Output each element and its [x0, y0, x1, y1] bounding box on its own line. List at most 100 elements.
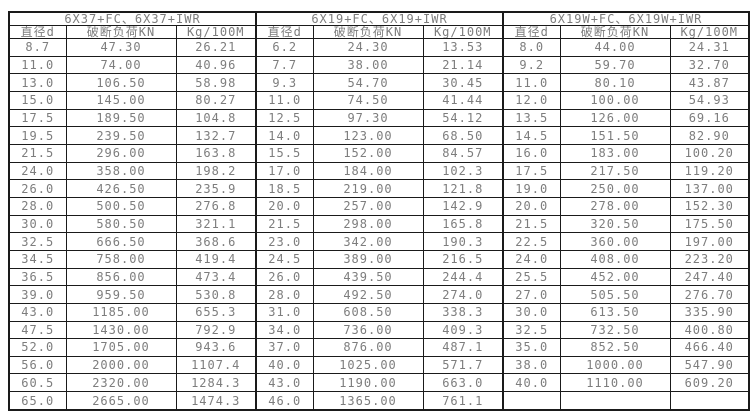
cell-diameter: 38.0: [502, 355, 561, 375]
cell-breaking-load: 1185.00: [65, 302, 177, 322]
column-header: Kg/100M: [422, 25, 504, 39]
cell-breaking-load: 500.50: [65, 196, 177, 216]
cell-weight: 276.70: [669, 285, 750, 304]
cell-breaking-load: [559, 391, 671, 411]
cell-diameter: 13.5: [502, 108, 561, 128]
cell-weight: 21.14: [422, 55, 504, 75]
table-row: 8.7 47.30 26.21 6.2 24.30 13.53 8.0 44.00 24.31: [8, 38, 750, 57]
cell-breaking-load: 2320.00: [65, 373, 177, 393]
cell-breaking-load: 59.70: [559, 55, 671, 75]
cell-breaking-load: 151.50: [559, 126, 671, 145]
cell-weight: 69.16: [669, 108, 750, 128]
cell-diameter: 12.0: [502, 90, 561, 110]
cell-weight: 1284.3: [175, 373, 257, 393]
table-row: 43.0 1185.00 655.3 31.0 608.50 338.3 30.0 613.5…: [8, 302, 750, 322]
cell-diameter: 27.0: [502, 285, 561, 304]
table-row: 52.0 1705.00 943.6 37.0 876.00 487.1 35.0 852.5…: [8, 338, 750, 357]
cell-weight: 761.1: [422, 391, 504, 411]
cell-diameter: 46.0: [255, 391, 314, 411]
cell-breaking-load: 666.50: [65, 232, 177, 251]
cell-breaking-load: 239.50: [65, 126, 177, 145]
cell-diameter: 9.2: [502, 55, 561, 75]
cell-weight: 121.8: [422, 179, 504, 198]
cell-diameter: 11.0: [8, 55, 67, 75]
cell-diameter: 23.0: [255, 232, 314, 251]
cell-breaking-load: 320.50: [559, 214, 671, 234]
cell-diameter: 65.0: [8, 391, 67, 411]
cell-breaking-load: 360.00: [559, 232, 671, 251]
cell-diameter: 21.5: [255, 214, 314, 234]
table-row: 28.0 500.50 276.8 20.0 257.00 142.9 20.0 278.00…: [8, 196, 750, 216]
cell-diameter: 32.5: [502, 320, 561, 340]
cell-diameter: 30.0: [502, 302, 561, 322]
cell-breaking-load: 505.50: [559, 285, 671, 304]
cell-breaking-load: 217.50: [559, 161, 671, 181]
cell-diameter: 18.5: [255, 179, 314, 198]
cell-diameter: 16.0: [502, 143, 561, 163]
cell-breaking-load: 1110.00: [559, 373, 671, 393]
cell-diameter: 9.3: [255, 73, 314, 92]
cell-breaking-load: 492.50: [312, 285, 424, 304]
cell-weight: 13.53: [422, 38, 504, 57]
cell-breaking-load: 123.00: [312, 126, 424, 145]
cell-diameter: 21.5: [502, 214, 561, 234]
group-header-row: 6X37+FC、6X37+IWR 6X19+FC、6X19+IWR 6X19W+FC…: [8, 11, 750, 26]
cell-breaking-load: 959.50: [65, 285, 177, 304]
cell-weight: 24.31: [669, 38, 750, 57]
cell-diameter: 36.5: [8, 267, 67, 287]
column-header: Kg/100M: [175, 25, 257, 39]
cell-weight: 792.9: [175, 320, 257, 340]
cell-weight: 197.00: [669, 232, 750, 251]
cell-weight: 409.3: [422, 320, 504, 340]
cell-breaking-load: 47.30: [65, 38, 177, 57]
table-row: 13.0 106.50 58.98 9.3 54.70 30.45 11.0 80.10 43.…: [8, 73, 750, 92]
cell-breaking-load: 1190.00: [312, 373, 424, 393]
cell-diameter: 14.0: [255, 126, 314, 145]
cell-diameter: 20.0: [255, 196, 314, 216]
column-header: Kg/100M: [669, 25, 750, 39]
cell-weight: 163.8: [175, 143, 257, 163]
cell-weight: 223.20: [669, 249, 750, 269]
cell-weight: 321.1: [175, 214, 257, 234]
cell-weight: 571.7: [422, 355, 504, 375]
column-header: 直径d: [255, 25, 314, 39]
table-row: 30.0 580.50 321.1 21.5 298.00 165.8 21.5 320.50…: [8, 214, 750, 234]
cell-weight: 473.4: [175, 267, 257, 287]
table-row: 11.0 74.00 40.96 7.7 38.00 21.14 9.2 59.70 32.70: [8, 55, 750, 75]
cell-diameter: 24.0: [8, 161, 67, 181]
cell-weight: 338.3: [422, 302, 504, 322]
table-row: 26.0 426.50 235.9 18.5 219.00 121.8 19.0 250.00…: [8, 179, 750, 198]
cell-weight: 68.50: [422, 126, 504, 145]
cell-weight: 152.30: [669, 196, 750, 216]
cell-weight: 58.98: [175, 73, 257, 92]
cell-diameter: 8.0: [502, 38, 561, 57]
cell-diameter: 56.0: [8, 355, 67, 375]
cell-weight: 216.5: [422, 249, 504, 269]
cell-weight: 165.8: [422, 214, 504, 234]
cell-weight: 100.20: [669, 143, 750, 163]
cell-weight: 466.40: [669, 338, 750, 357]
cell-breaking-load: 452.00: [559, 267, 671, 287]
cell-diameter: 15.0: [8, 90, 67, 110]
cell-breaking-load: 426.50: [65, 179, 177, 198]
cell-breaking-load: 358.00: [65, 161, 177, 181]
cell-weight: 198.2: [175, 161, 257, 181]
cell-breaking-load: 856.00: [65, 267, 177, 287]
cell-diameter: 25.5: [502, 267, 561, 287]
cell-diameter: 32.5: [8, 232, 67, 251]
cell-diameter: 40.0: [255, 355, 314, 375]
cell-breaking-load: 2665.00: [65, 391, 177, 411]
cell-diameter: 11.0: [255, 90, 314, 110]
cell-breaking-load: 80.10: [559, 73, 671, 92]
cell-weight: 102.3: [422, 161, 504, 181]
cell-breaking-load: 106.50: [65, 73, 177, 92]
cell-weight: 335.90: [669, 302, 750, 322]
cell-diameter: 15.5: [255, 143, 314, 163]
cell-breaking-load: 152.00: [312, 143, 424, 163]
cell-breaking-load: 24.30: [312, 38, 424, 57]
cell-breaking-load: 852.50: [559, 338, 671, 357]
cell-weight: 30.45: [422, 73, 504, 92]
cell-weight: 274.0: [422, 285, 504, 304]
table-row: 56.0 2000.00 1107.4 40.0 1025.00 571.7 38.0 100…: [8, 355, 750, 375]
